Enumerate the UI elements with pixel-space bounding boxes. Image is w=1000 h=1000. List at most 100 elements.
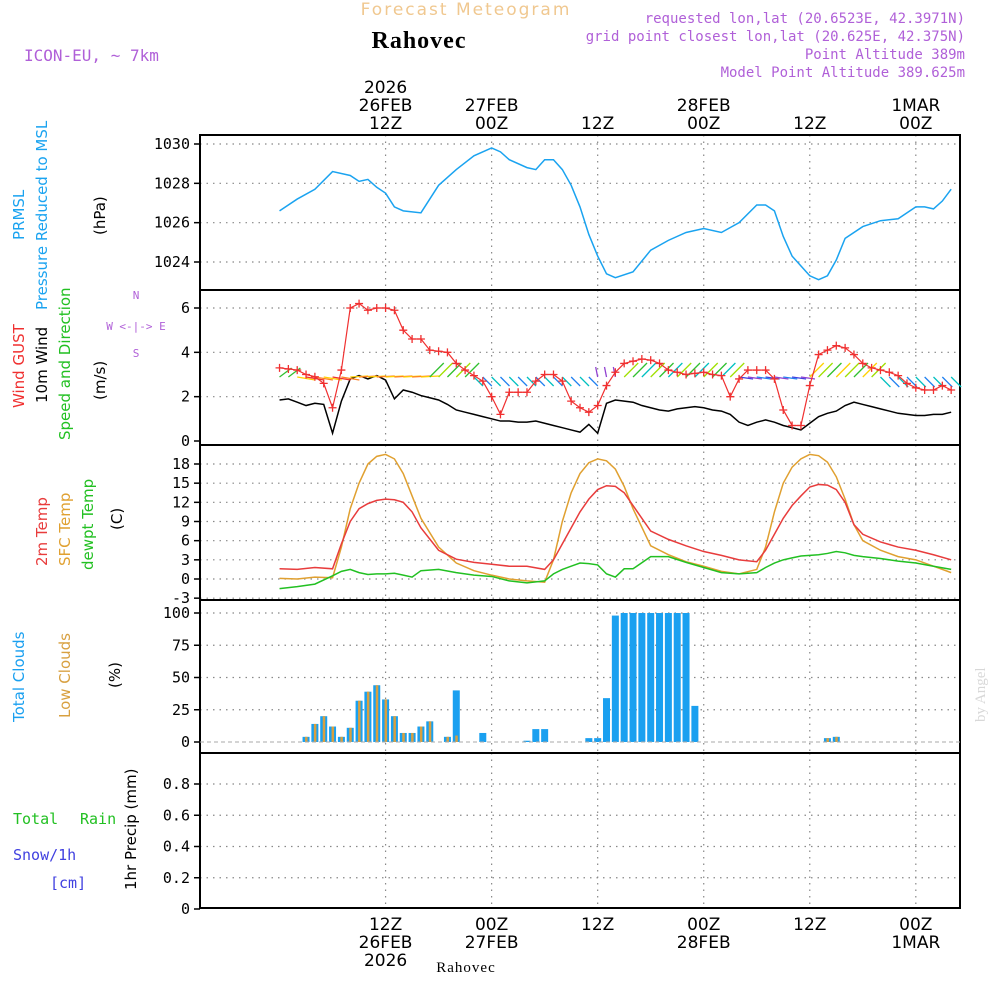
gust-point <box>655 359 664 368</box>
total-cloud-bar <box>611 615 619 742</box>
gust-point <box>629 357 638 366</box>
wind-arrow <box>482 376 493 387</box>
total-cloud-bar <box>638 613 646 742</box>
wind-arrow <box>341 376 360 381</box>
y-tick-label: 1028 <box>154 174 190 192</box>
label-cm: [cm] <box>50 874 86 892</box>
y-tick-label: 18 <box>172 455 190 473</box>
y-tick-label: 3 <box>181 551 190 569</box>
panel-frame <box>199 134 961 291</box>
total-cloud-bar <box>673 613 681 742</box>
gust-point <box>443 348 452 357</box>
gust-point <box>832 341 841 350</box>
low-cloud-bar <box>305 736 308 742</box>
label-snow: Snow/1h <box>13 846 76 864</box>
compass-north: N <box>133 289 140 302</box>
label-ms: (m/s) <box>91 361 109 400</box>
low-cloud-bar <box>446 736 449 742</box>
y-tick-label: 0 <box>181 570 190 588</box>
gust-point <box>752 366 761 375</box>
model-label: ICON-EU, ~ 7km <box>24 46 159 65</box>
total-cloud-bar <box>541 729 549 742</box>
total-cloud-bar <box>532 729 540 742</box>
total-cloud-bar <box>452 690 460 742</box>
gust-point <box>947 386 956 395</box>
location-title: Rahovec <box>372 28 467 54</box>
label-c: (C) <box>108 508 126 530</box>
y-tick-label: 75 <box>172 636 190 654</box>
gust-point <box>363 306 372 315</box>
wind-arrow <box>473 376 484 387</box>
time-label: 1MAR <box>891 96 940 116</box>
wind-arrow <box>747 376 762 380</box>
time-label: 00Z <box>687 915 720 935</box>
gust-point <box>911 383 920 392</box>
gust-point <box>876 366 885 375</box>
gust-point <box>302 370 311 379</box>
time-label: 00Z <box>899 915 932 935</box>
total-cloud-bar <box>664 613 672 742</box>
wind-arrow <box>588 376 599 387</box>
wind-arrow <box>792 376 807 380</box>
low-cloud-bar <box>826 738 829 742</box>
gust-point <box>310 372 319 381</box>
time-label: 27FEB <box>465 96 519 116</box>
gust-point <box>646 356 655 365</box>
time-label: 00Z <box>687 114 720 134</box>
time-label: 12Z <box>793 915 826 935</box>
gust-line <box>279 302 952 427</box>
y-tick-label: 6 <box>181 532 190 550</box>
label-prmsl: PRMSL <box>10 189 28 240</box>
label-2m-temp: 2m Temp <box>33 497 51 566</box>
total-cloud-bar <box>691 705 699 742</box>
gust-point <box>602 381 611 390</box>
y-tick-label: 0.8 <box>163 775 190 793</box>
gust-point <box>284 364 293 373</box>
wind-arrow <box>579 376 590 387</box>
total-cloud-bar <box>603 698 611 742</box>
gust-point <box>902 379 911 388</box>
y-tick-label: 9 <box>181 513 190 531</box>
label-speed-direction: Speed and Direction <box>56 287 74 440</box>
time-label: 00Z <box>475 915 508 935</box>
compass-south: S <box>133 347 140 360</box>
label-pressure-msl: Pressure Reduced to MSL <box>33 120 51 310</box>
low-cloud-bar <box>375 685 379 742</box>
gust-point <box>487 392 496 401</box>
gust-point <box>522 388 531 397</box>
wind-arrow <box>500 376 510 387</box>
time-label: 2026 <box>364 951 407 971</box>
gust-point <box>469 371 478 380</box>
panel-frame <box>199 752 961 909</box>
gust-point <box>620 359 629 368</box>
wind-arrow <box>694 362 710 378</box>
gust-point <box>779 405 788 414</box>
sfc-temp-line <box>279 453 952 583</box>
temperature-series <box>279 453 952 590</box>
time-label: 27FEB <box>465 933 519 953</box>
time-label: 00Z <box>475 114 508 134</box>
gust-point <box>770 374 779 383</box>
gust-point <box>514 388 523 397</box>
wind-arrow <box>676 362 692 378</box>
total-cloud-bar <box>656 613 664 742</box>
wind-arrow <box>595 366 599 378</box>
gust-point <box>885 368 894 377</box>
wind-arrow <box>603 366 608 378</box>
gust-point <box>567 397 576 406</box>
wind-arrow <box>561 376 572 387</box>
wind-arrow <box>720 362 736 378</box>
low-cloud-bar <box>455 735 458 742</box>
y-tick-label: 1030 <box>154 135 190 153</box>
wind-arrow <box>526 376 537 387</box>
wind-arrow <box>667 362 683 378</box>
gust-point <box>673 368 682 377</box>
gust-point <box>637 354 646 363</box>
y-tick-label: 1026 <box>154 214 190 232</box>
gust-point <box>894 371 903 380</box>
gust-point <box>664 366 673 375</box>
time-label: 12Z <box>369 114 402 134</box>
wind-arrow <box>314 376 333 381</box>
